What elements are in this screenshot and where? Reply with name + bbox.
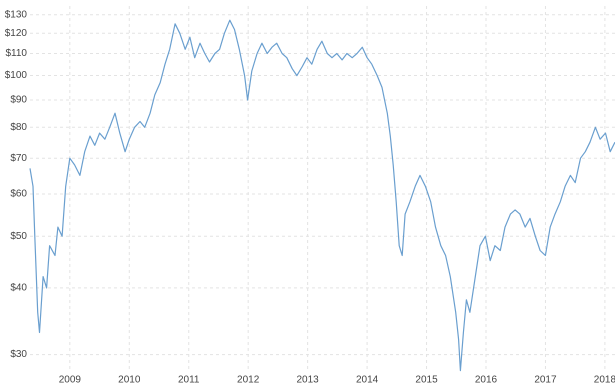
x-tick-label: 2015: [415, 375, 438, 386]
y-tick-label: $100: [5, 70, 28, 81]
y-tick-label: $130: [5, 9, 28, 20]
x-tick-label: 2010: [118, 375, 141, 386]
y-tick-label: $50: [10, 231, 27, 242]
y-tick-label: $40: [10, 283, 27, 294]
y-tick-label: $30: [10, 349, 27, 360]
x-tick-label: 2013: [297, 375, 320, 386]
y-tick-label: $80: [10, 122, 27, 133]
x-tick-label: 2012: [237, 375, 260, 386]
x-tick-label: 2011: [178, 375, 200, 386]
y-tick-label: $70: [10, 153, 27, 164]
y-tick-label: $120: [5, 28, 28, 39]
x-tick-label: 2018: [594, 375, 615, 386]
x-tick-label: 2009: [59, 375, 82, 386]
y-tick-label: $110: [5, 48, 27, 59]
price-line: [29, 19, 615, 372]
x-tick-label: 2014: [356, 375, 379, 386]
x-tick-label: 2017: [534, 375, 557, 386]
y-tick-label: $90: [10, 95, 27, 106]
y-tick-label: $60: [10, 189, 27, 200]
x-tick-label: 2016: [475, 375, 498, 386]
